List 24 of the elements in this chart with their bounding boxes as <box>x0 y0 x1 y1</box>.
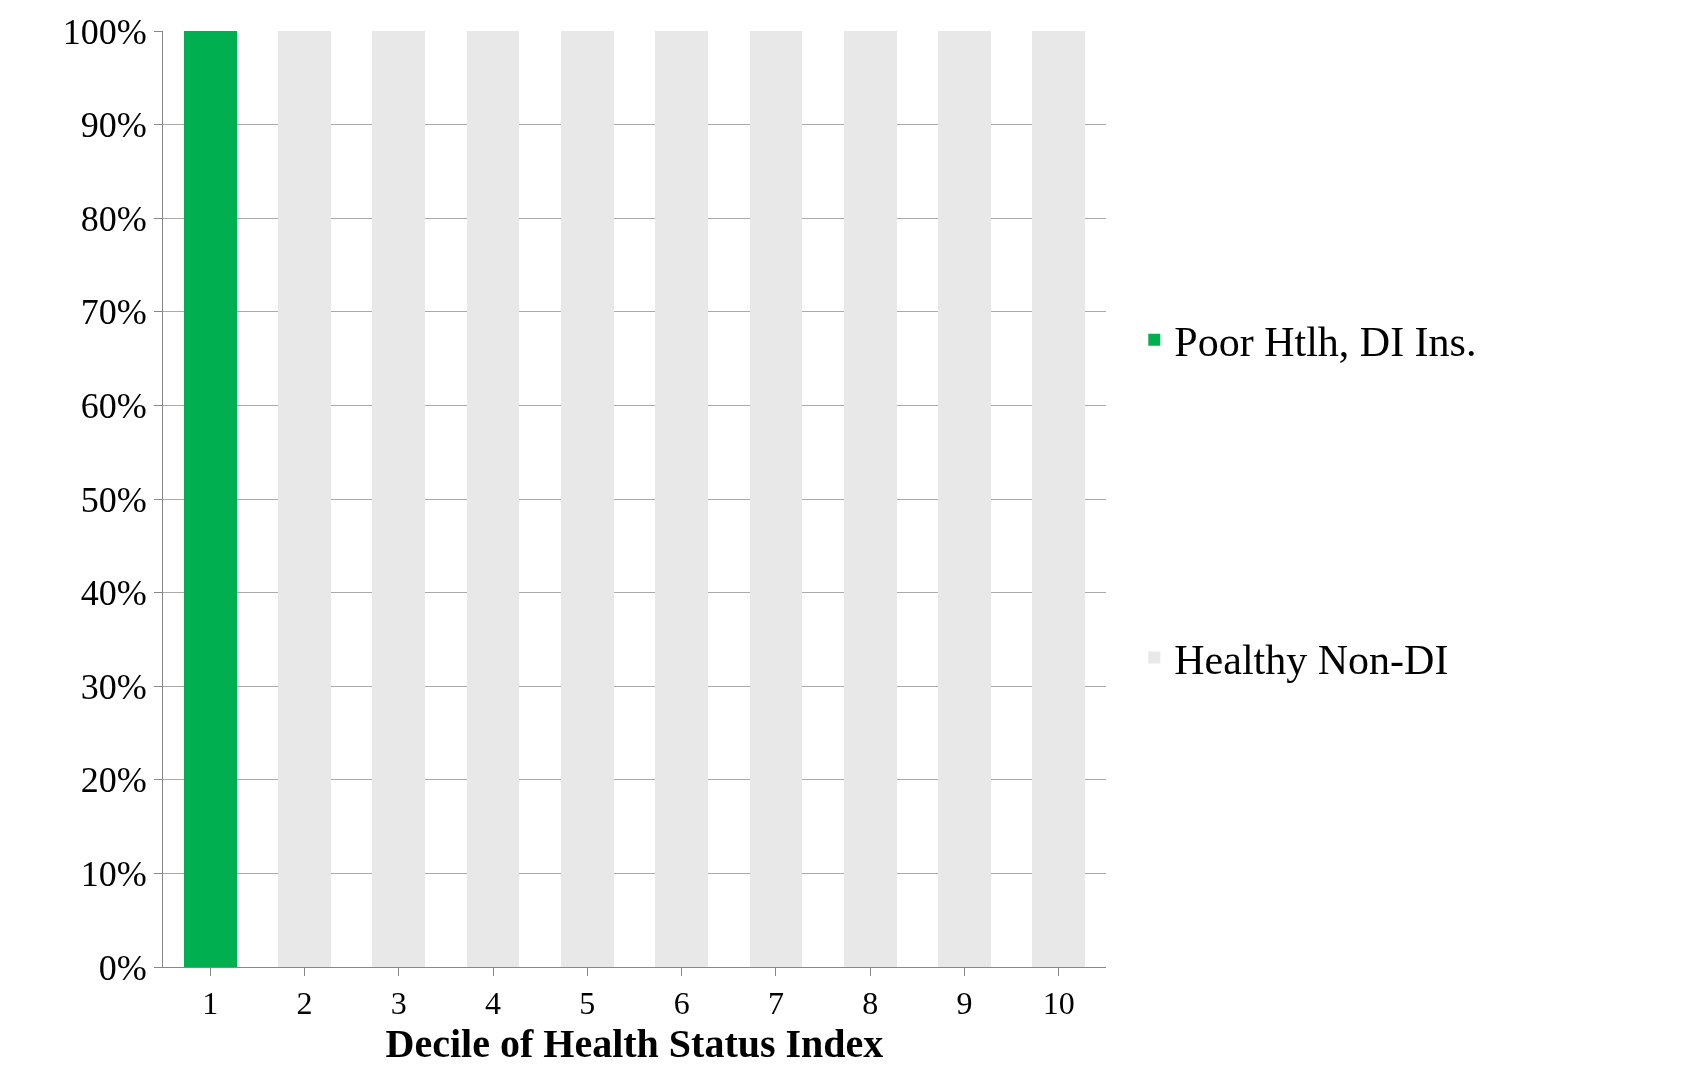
x-tick-label: 4 <box>485 985 502 1022</box>
x-tick-label: 10 <box>1042 985 1075 1022</box>
y-tick-label: 80% <box>80 198 147 239</box>
x-tick-label: 9 <box>956 985 973 1022</box>
y-tick-label: 40% <box>80 573 147 614</box>
x-tick-label: 2 <box>296 985 313 1022</box>
y-tick-label: 100% <box>62 11 147 52</box>
y-tick-label: 10% <box>80 854 147 894</box>
x-tick-label: 3 <box>390 985 407 1022</box>
y-tick-label: 0% <box>98 947 147 988</box>
y-tick-label: 50% <box>80 479 147 520</box>
y-tick-label: 90% <box>80 105 147 146</box>
x-tick-label: 8 <box>862 985 879 1022</box>
legend-label: Poor Htlh, DI Ins. <box>1174 319 1477 366</box>
x-tick-label: 5 <box>579 985 596 1022</box>
x-tick-label: 1 <box>202 985 219 1022</box>
x-axis-title: Decile of Health Status Index <box>385 1021 884 1067</box>
y-tick-label: 70% <box>80 292 147 333</box>
x-tick-label: 6 <box>673 985 690 1022</box>
legend-label: Healthy Non-DI <box>1174 636 1449 683</box>
x-tick-label: 7 <box>767 985 784 1022</box>
y-tick-label: 60% <box>80 386 147 426</box>
y-tick-label: 30% <box>80 666 147 707</box>
y-tick-label: 20% <box>80 760 147 801</box>
